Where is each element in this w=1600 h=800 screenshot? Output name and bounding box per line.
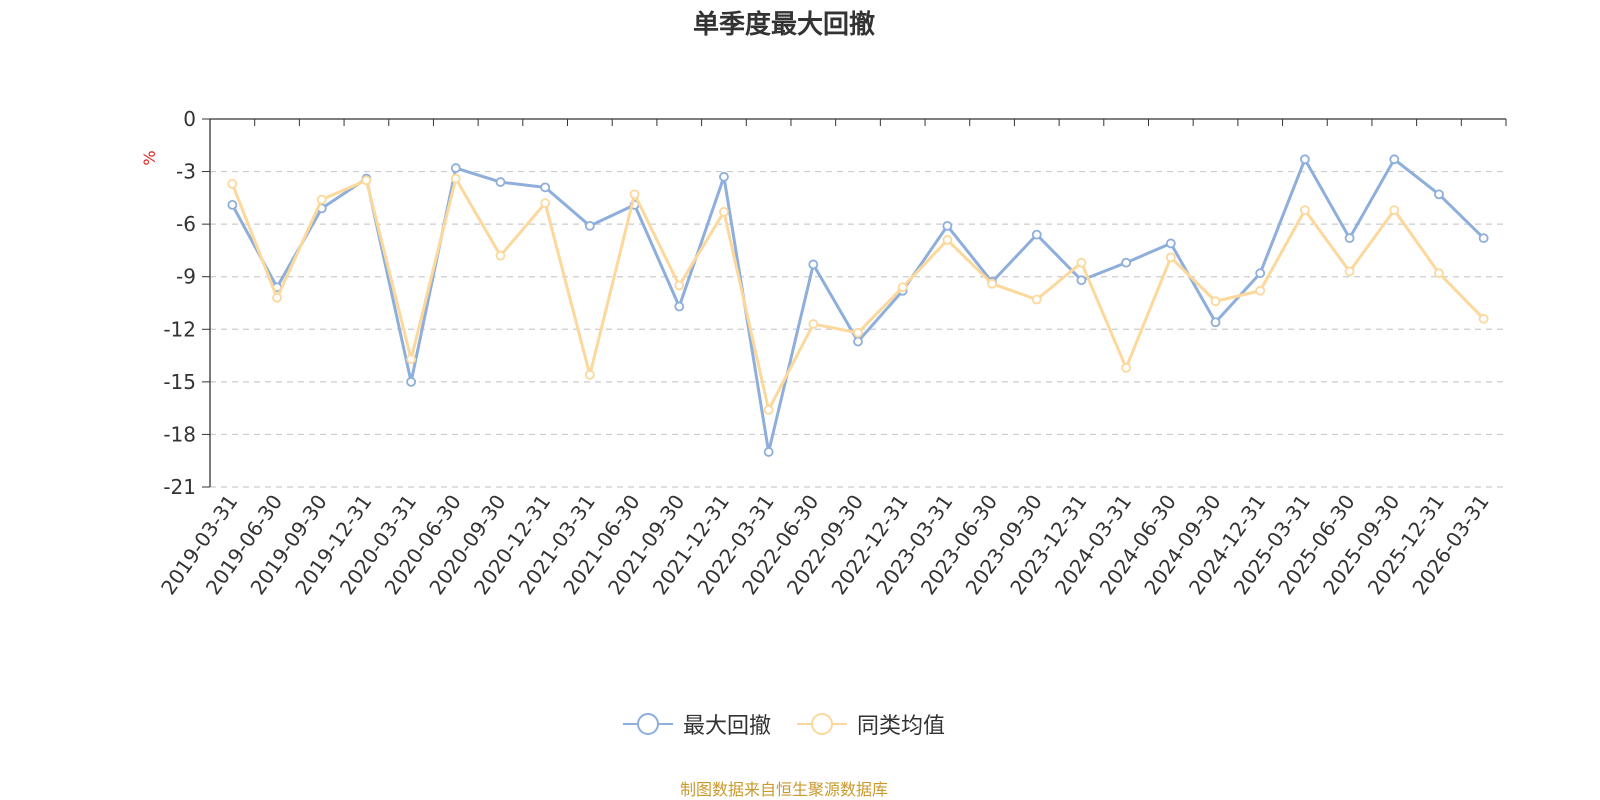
data-point	[495, 177, 506, 187]
data-point	[763, 404, 774, 415]
legend-item-max-drawdown[interactable]: 最大回撤	[622, 708, 771, 740]
data-point	[272, 292, 282, 303]
data-point	[719, 206, 729, 217]
data-point	[808, 259, 819, 270]
data-point	[853, 336, 863, 347]
data-point	[495, 250, 506, 261]
legend[interactable]: 最大回撤 同类均值	[0, 708, 1568, 740]
data-point	[1299, 154, 1310, 165]
data-point	[674, 280, 685, 291]
legend-line-circle-icon	[622, 713, 673, 735]
y-tick-label: -18	[163, 422, 196, 446]
data-source-note: 制图数据来自恒生聚源数据库	[679, 780, 888, 799]
data-point	[1210, 296, 1221, 307]
data-point	[1076, 257, 1087, 268]
data-point	[540, 198, 551, 209]
legend-line-circle-icon	[797, 713, 847, 735]
data-point	[629, 189, 640, 200]
data-point	[897, 282, 908, 293]
data-point	[1344, 233, 1355, 244]
grid-lines	[210, 170, 1506, 488]
data-point	[942, 235, 953, 245]
y-tick-label: -12	[163, 317, 196, 341]
data-point	[719, 171, 729, 182]
data-point	[987, 278, 997, 289]
legend-label-max-drawdown: 最大回撤	[682, 714, 771, 739]
data-point	[584, 369, 595, 380]
legend-item-peer-average[interactable]: 同类均值	[797, 708, 945, 740]
data-point	[1255, 285, 1266, 296]
data-point	[406, 376, 417, 387]
data-point	[1165, 238, 1176, 249]
y-axis-unit-label: %	[140, 150, 159, 165]
series-layer	[227, 154, 1489, 457]
chart-title: 单季度最大回撤	[692, 10, 875, 40]
data-point	[1299, 205, 1310, 216]
data-point	[584, 220, 595, 231]
y-tick-label: -21	[163, 475, 196, 499]
data-point	[540, 182, 551, 193]
series-line-peer-average	[230, 177, 1485, 412]
series-line-max-drawdown	[231, 157, 1485, 454]
data-point	[1389, 154, 1400, 165]
data-point	[1121, 257, 1132, 268]
y-tick-label: -15	[163, 370, 196, 394]
data-point	[316, 194, 327, 205]
data-point	[450, 173, 461, 184]
data-point	[1389, 205, 1400, 216]
data-point	[1344, 266, 1355, 277]
data-point	[808, 319, 819, 329]
y-tick-label: -6	[176, 212, 196, 236]
axes: 0-3-6-9-12-15-18-212019-03-312019-06-302…	[156, 107, 1507, 599]
data-point	[1076, 275, 1087, 286]
data-point	[227, 199, 238, 210]
data-point	[1255, 268, 1266, 279]
y-tick-label: -9	[176, 265, 196, 289]
data-point	[227, 178, 238, 189]
y-tick-label: -3	[176, 160, 196, 184]
data-point	[1434, 268, 1444, 279]
y-tick-label: 0	[183, 107, 196, 131]
data-point	[853, 327, 863, 338]
data-point	[1165, 252, 1176, 263]
data-point	[361, 175, 372, 186]
data-point	[942, 220, 953, 231]
data-point	[1434, 189, 1444, 200]
data-point	[763, 447, 774, 457]
data-point	[1031, 294, 1042, 305]
legend-label-peer-average: 同类均值	[857, 714, 946, 739]
data-point	[1210, 317, 1221, 328]
data-point	[674, 301, 685, 312]
data-point	[1478, 233, 1489, 244]
data-point	[1031, 229, 1042, 240]
data-point	[1478, 313, 1489, 324]
data-point	[1121, 362, 1132, 373]
data-point	[450, 163, 461, 173]
data-point	[406, 354, 417, 364]
